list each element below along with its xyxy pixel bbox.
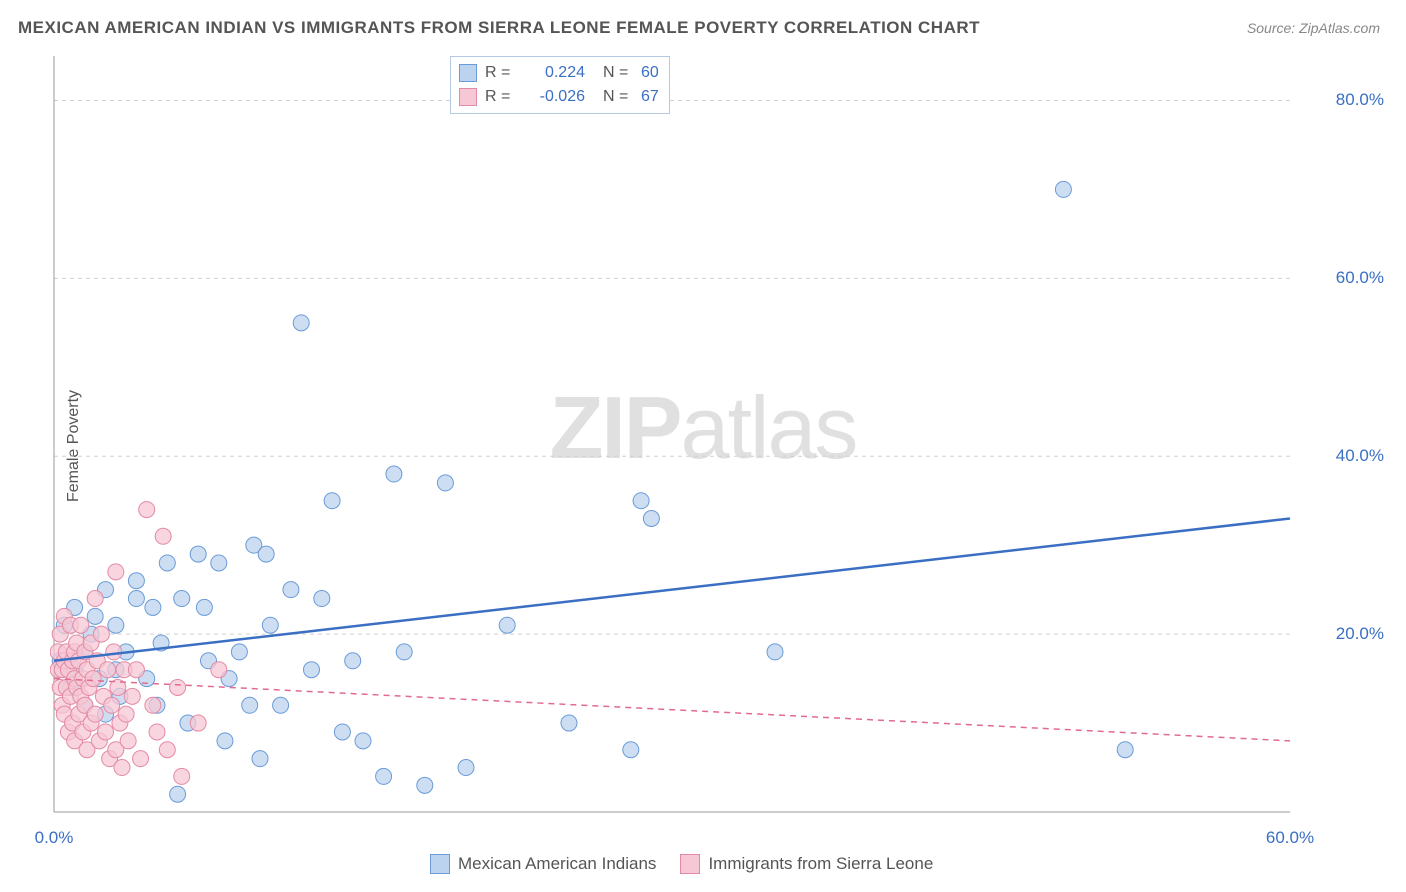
r-label: R = bbox=[485, 64, 513, 82]
y-tick-label: 60.0% bbox=[1336, 268, 1384, 288]
x-tick-label: 60.0% bbox=[1266, 828, 1314, 848]
swatch-mai bbox=[459, 64, 477, 82]
legend-label-mai: Mexican American Indians bbox=[458, 854, 656, 874]
scatter-plot bbox=[50, 52, 1340, 832]
plot-svg bbox=[50, 52, 1340, 832]
r-value-sl: -0.026 bbox=[521, 88, 585, 106]
y-tick-label: 20.0% bbox=[1336, 624, 1384, 644]
n-value-sl: 67 bbox=[641, 88, 659, 106]
legend-item-mai: Mexican American Indians bbox=[430, 854, 656, 874]
legend-swatch-sl bbox=[680, 854, 700, 874]
r-label: R = bbox=[485, 88, 513, 106]
r-value-mai: 0.224 bbox=[521, 64, 585, 82]
n-label: N = bbox=[603, 88, 633, 106]
y-tick-label: 80.0% bbox=[1336, 90, 1384, 110]
series-legend: Mexican American Indians Immigrants from… bbox=[430, 854, 933, 874]
swatch-sl bbox=[459, 88, 477, 106]
n-label: N = bbox=[603, 64, 633, 82]
corr-row-sl: R = -0.026 N = 67 bbox=[459, 85, 659, 109]
n-value-mai: 60 bbox=[641, 64, 659, 82]
legend-label-sl: Immigrants from Sierra Leone bbox=[708, 854, 933, 874]
source-attribution: Source: ZipAtlas.com bbox=[1247, 20, 1380, 36]
legend-item-sl: Immigrants from Sierra Leone bbox=[680, 854, 933, 874]
x-tick-label: 0.0% bbox=[35, 828, 74, 848]
y-tick-label: 40.0% bbox=[1336, 446, 1384, 466]
legend-swatch-mai bbox=[430, 854, 450, 874]
chart-title: MEXICAN AMERICAN INDIAN VS IMMIGRANTS FR… bbox=[18, 18, 980, 38]
correlation-legend-box: R = 0.224 N = 60 R = -0.026 N = 67 bbox=[450, 56, 670, 114]
corr-row-mai: R = 0.224 N = 60 bbox=[459, 61, 659, 85]
